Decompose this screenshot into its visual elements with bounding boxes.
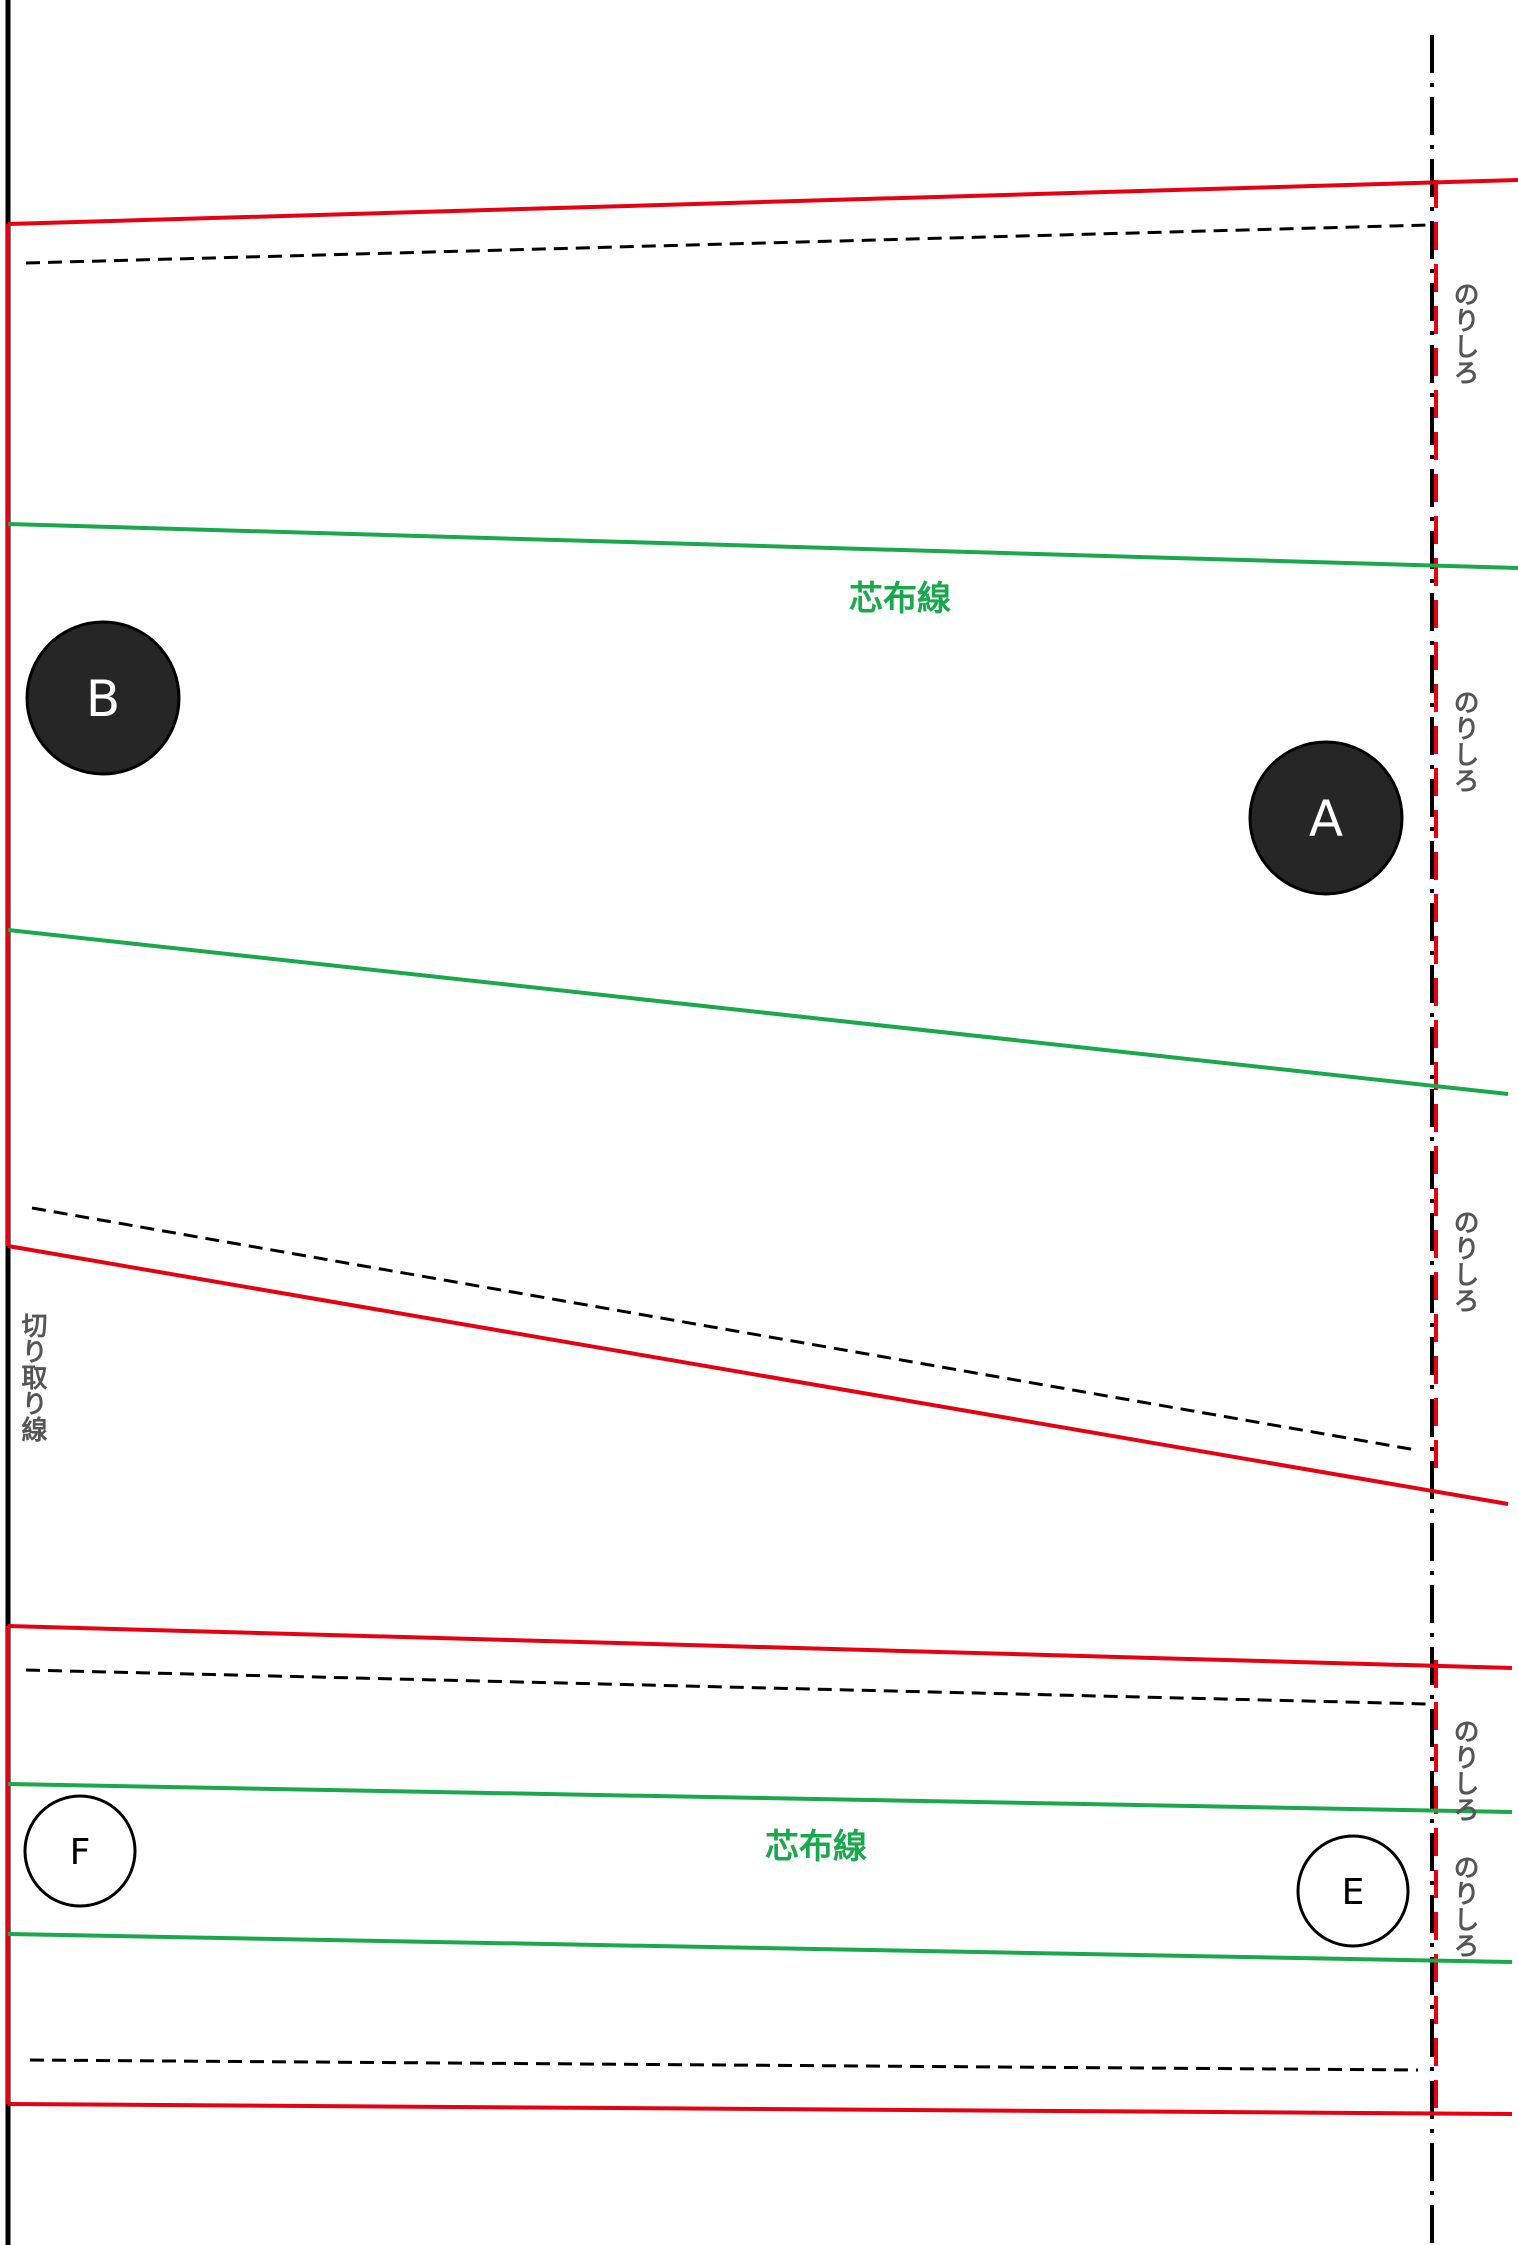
stitch-line-lower-bottom: [29, 2058, 1419, 2072]
stitch-line-lower-top: [25, 1668, 1429, 1706]
glue-margin-label-4: のりしろ: [1449, 1718, 1479, 1822]
glue-margin-label-1: のりしろ: [1449, 281, 1479, 385]
interfacing-label-top: 芯布線: [849, 579, 951, 619]
cut-line-label: 切り取り線: [17, 1312, 47, 1443]
stitch-line-upper-bottom: [31, 1206, 1417, 1452]
cut-line-lower-bottom: [7, 2102, 1513, 2116]
svg-text:E: E: [1342, 1872, 1365, 1913]
glue-margin-label-5: のりしろ: [1449, 1854, 1479, 1958]
svg-text:B: B: [86, 670, 120, 728]
svg-text:A: A: [1309, 790, 1343, 848]
cut-line-lower-top: [7, 1624, 1513, 1670]
interfacing-line-lower-1: [7, 1782, 1513, 1814]
glue-margin-label-2: のりしろ: [1449, 689, 1479, 793]
glue-margin-label-3: のりしろ: [1449, 1209, 1479, 1313]
stitch-line-upper-top: [25, 223, 1429, 265]
cut-line-upper-bottom: [7, 1244, 1509, 1506]
marker-a: A: [1248, 740, 1404, 896]
interfacing-line-lower-2: [7, 1932, 1513, 1964]
marker-e: E: [1296, 1834, 1410, 1948]
cut-line-upper-top: [7, 178, 1518, 226]
interfacing-line-upper-2: [7, 928, 1509, 1096]
interfacing-line-upper-1: [7, 522, 1518, 570]
svg-text:F: F: [70, 1832, 91, 1873]
marker-b: B: [25, 620, 181, 776]
marker-f: F: [23, 1794, 137, 1908]
interfacing-label-bottom: 芯布線: [765, 1827, 867, 1867]
